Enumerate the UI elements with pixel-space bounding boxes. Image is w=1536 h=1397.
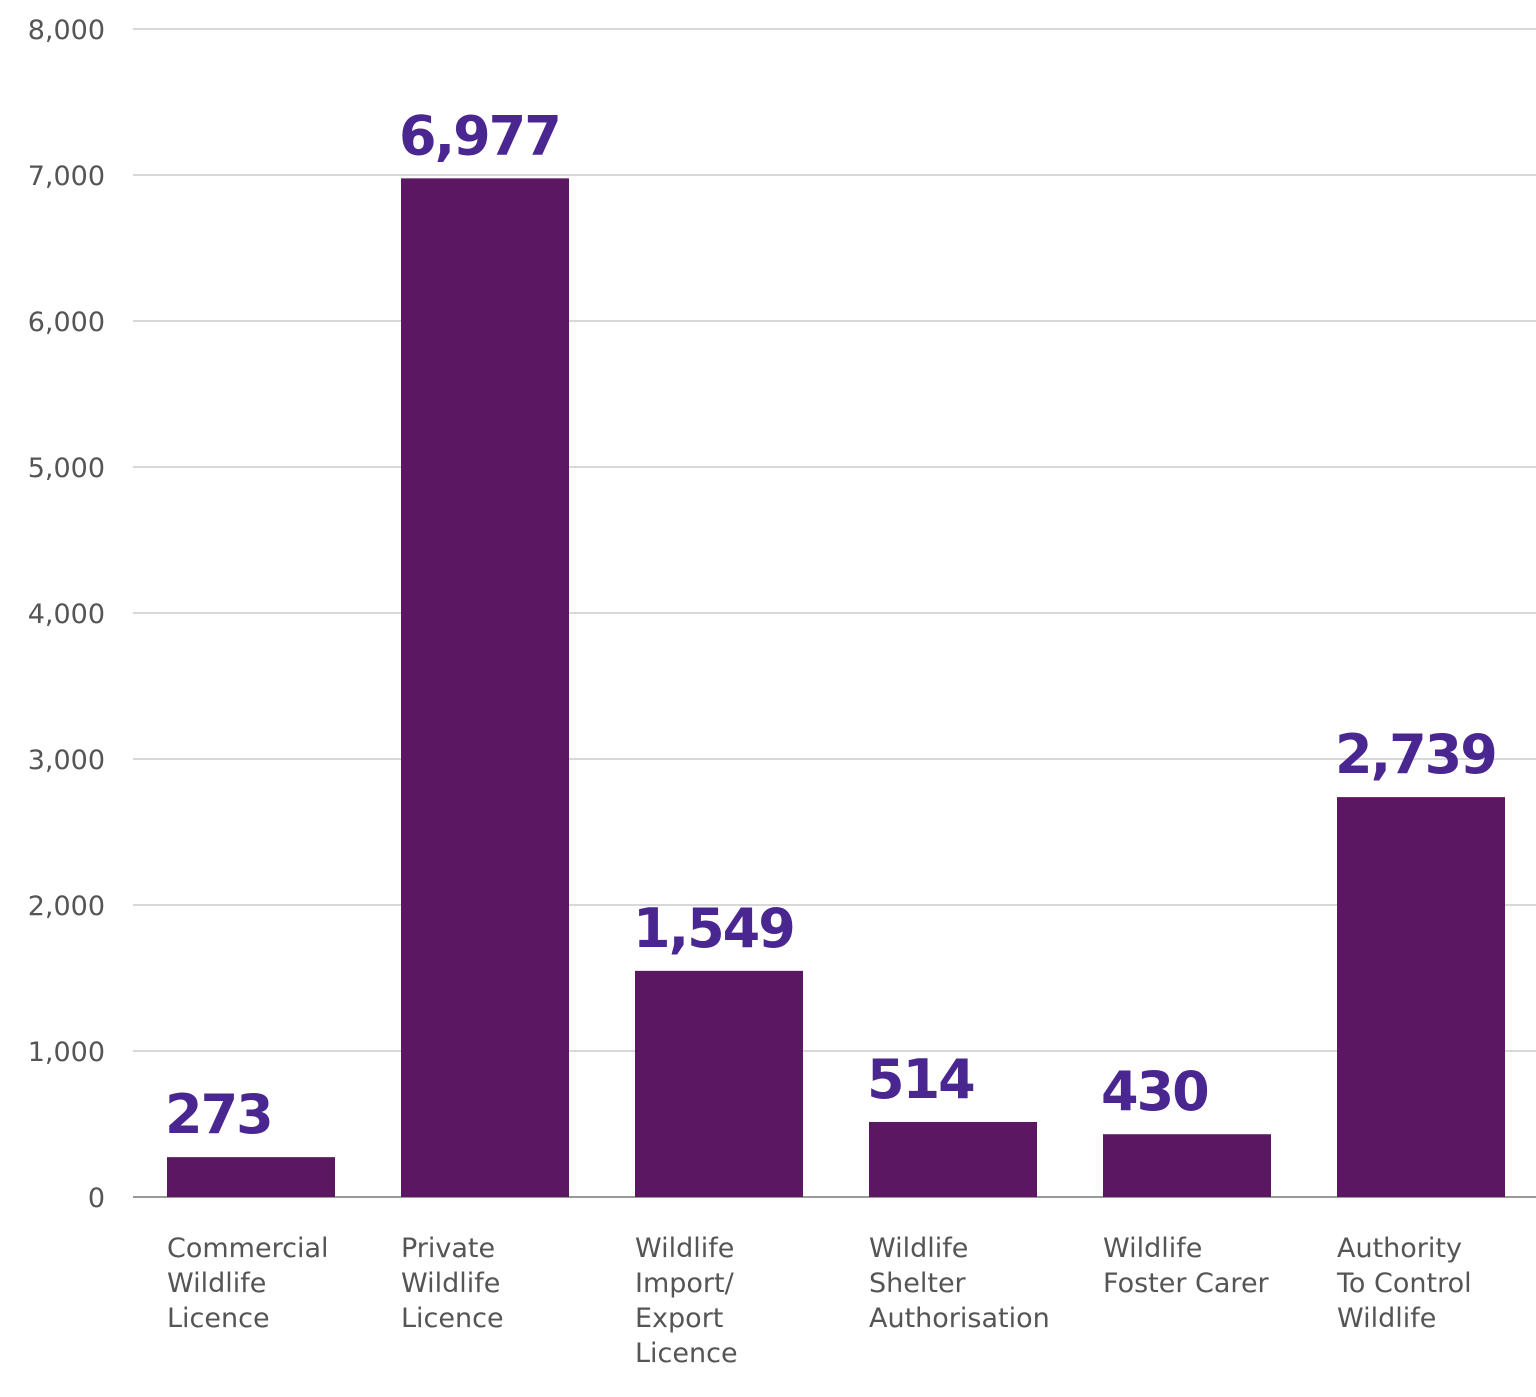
x-category-label-line: Commercial xyxy=(167,1233,329,1264)
y-tick-label: 5,000 xyxy=(28,453,105,484)
bar xyxy=(1103,1134,1271,1197)
x-category-label-line: Wildlife xyxy=(1337,1303,1436,1334)
y-tick-label: 3,000 xyxy=(28,745,105,776)
x-category-label: Wildlife Foster Carer xyxy=(1103,1233,1270,1299)
bar xyxy=(167,1157,335,1197)
x-category-label-line: Export xyxy=(635,1303,723,1334)
x-category-label-line: Licence xyxy=(635,1338,738,1369)
x-category-label: Private Wildlife Licence xyxy=(401,1233,504,1334)
y-tick-label: 8,000 xyxy=(28,15,105,46)
x-category-label-line: Shelter xyxy=(869,1268,967,1299)
y-tick-label: 4,000 xyxy=(28,599,105,630)
y-tick-label: 0 xyxy=(88,1183,105,1214)
bar xyxy=(1337,797,1505,1197)
data-label: 2,739 xyxy=(1335,723,1496,786)
data-label: 430 xyxy=(1101,1060,1208,1123)
data-label: 1,549 xyxy=(633,897,794,960)
x-category-label-line: Authority xyxy=(1337,1233,1462,1264)
x-category-label-line: Import/ xyxy=(635,1268,735,1299)
bar xyxy=(635,970,803,1197)
y-tick-label: 7,000 xyxy=(28,161,105,192)
x-category-label-line: Private xyxy=(401,1233,495,1264)
y-tick-label: 1,000 xyxy=(28,1037,105,1068)
x-category-label-line: To Control xyxy=(1336,1268,1472,1299)
x-category-label-line: Licence xyxy=(401,1303,504,1334)
x-category-label: Authority To Control Wildlife xyxy=(1336,1233,1472,1334)
x-category-label-line: Wildlife xyxy=(1103,1233,1202,1264)
bar xyxy=(869,1121,1037,1197)
data-label: 273 xyxy=(165,1083,272,1146)
x-category-label-line: Licence xyxy=(167,1303,270,1334)
x-category-label: Wildlife Shelter Authorisation xyxy=(869,1233,1050,1334)
x-category-label-line: Wildlife xyxy=(401,1268,500,1299)
x-category-label-line: Wildlife xyxy=(167,1268,266,1299)
x-category-label: Wildlife Import/Export Licence xyxy=(635,1233,738,1369)
y-tick-label: 2,000 xyxy=(28,891,105,922)
data-label: 6,977 xyxy=(399,104,560,167)
x-category-label-line: Wildlife xyxy=(869,1233,968,1264)
x-category-label-line: Wildlife xyxy=(635,1233,734,1264)
y-tick-label: 6,000 xyxy=(28,307,105,338)
data-label: 514 xyxy=(867,1048,974,1111)
bar xyxy=(401,178,569,1197)
x-category-label-line: Authorisation xyxy=(869,1303,1050,1334)
x-category-label: Commercial Wildlife Licence xyxy=(167,1233,329,1334)
x-category-label-line: Foster Carer xyxy=(1103,1268,1270,1299)
